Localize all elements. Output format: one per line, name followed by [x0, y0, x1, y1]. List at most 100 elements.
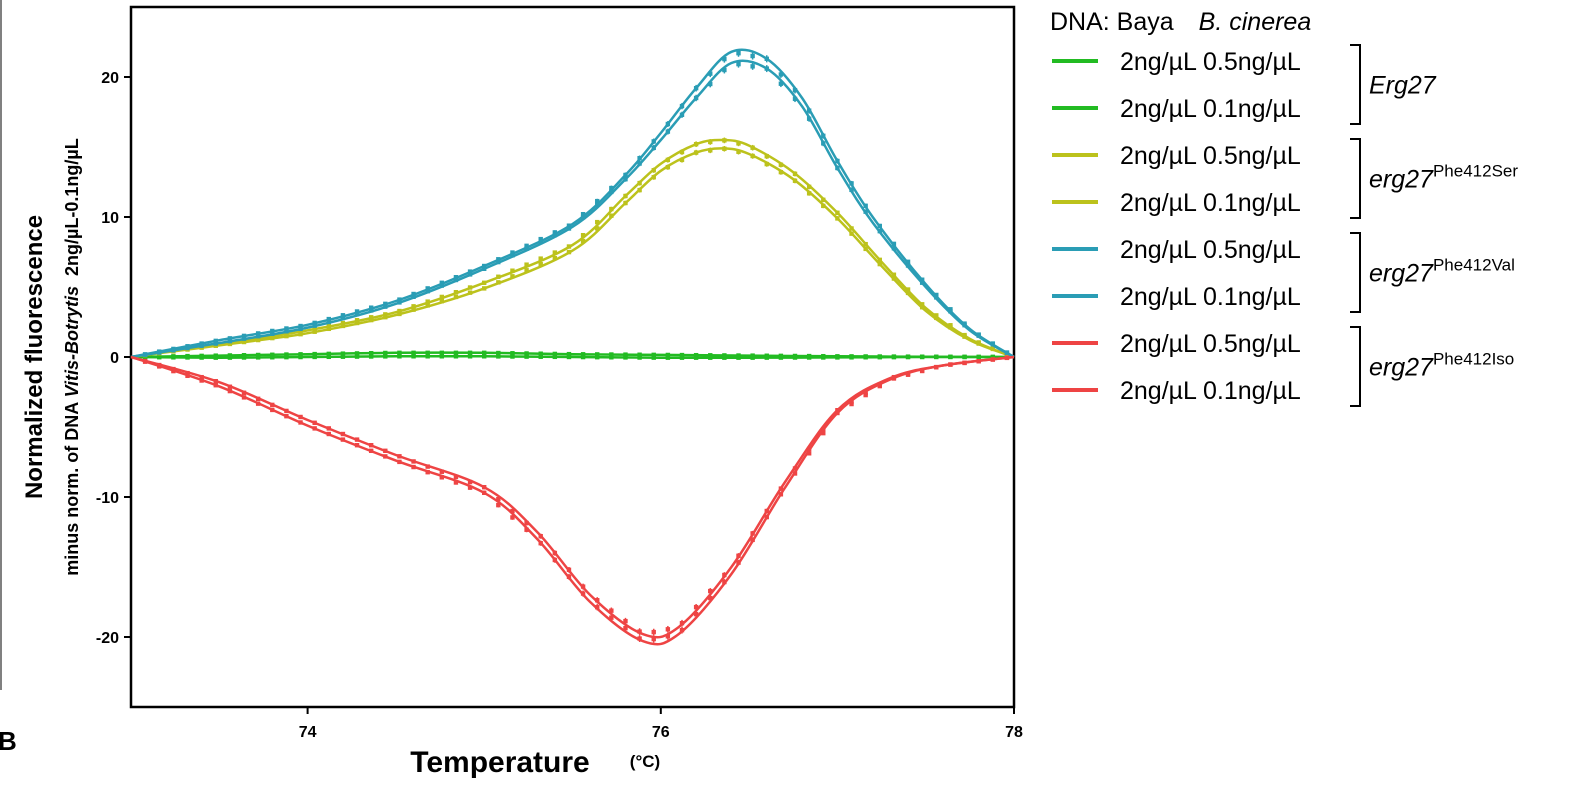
data-point [552, 255, 558, 261]
data-point [227, 384, 233, 389]
data-point [552, 557, 558, 563]
series-phe412val-a [130, 48, 1015, 359]
data-point [425, 469, 430, 475]
data-point [849, 231, 854, 236]
data-point [609, 189, 614, 195]
data-point [835, 355, 840, 360]
data-point [948, 354, 953, 360]
data-point [411, 294, 416, 299]
series-line [130, 59, 1015, 359]
x-axis-ticks: 74 76 78 [299, 707, 1023, 741]
data-point [651, 168, 656, 173]
data-point [863, 246, 868, 252]
series-line [130, 138, 1015, 359]
data-point [326, 323, 331, 329]
data-point [891, 272, 897, 277]
data-point [595, 202, 600, 207]
data-point [255, 331, 261, 336]
data-point [425, 350, 430, 355]
legend: DNA: Baya B. cinerea 2ng/µL 0.5ng/µL2ng/µ… [1050, 8, 1518, 407]
data-point [708, 353, 713, 358]
data-point [171, 368, 176, 374]
data-point [637, 352, 642, 357]
data-point [778, 81, 784, 86]
data-point [284, 331, 289, 336]
data-point [227, 336, 233, 341]
data-point [722, 67, 727, 73]
data-point [552, 233, 558, 238]
data-point [623, 352, 628, 357]
data-point [482, 263, 487, 269]
data-point [425, 464, 430, 469]
legend-entry-label: 2ng/µL 0.1ng/µL [1120, 95, 1301, 123]
data-point [241, 395, 247, 400]
data-point [411, 307, 416, 312]
series-phe412iso-b [130, 355, 1015, 646]
data-point [821, 141, 826, 146]
data-point [354, 443, 360, 448]
data-point [397, 308, 402, 314]
data-point [383, 448, 388, 453]
series-line [130, 48, 1015, 359]
data-point [609, 206, 614, 212]
y-axis-sub-prefix: minus norm. of DNA [62, 397, 82, 575]
y-axis-label-sub: minus norm. of DNA Vitis-Botrytis 2ng/µL… [62, 138, 82, 575]
data-point [764, 161, 769, 167]
data-point [383, 350, 388, 356]
data-point [665, 157, 671, 163]
data-point [693, 142, 699, 147]
data-point [383, 304, 388, 309]
legend-group-bracket [1350, 232, 1361, 313]
data-point [693, 95, 699, 101]
legend-group-bracket [1350, 138, 1361, 219]
data-point [467, 485, 473, 490]
data-point [354, 320, 360, 326]
data-point [425, 303, 430, 308]
data-point [934, 295, 939, 300]
data-point [609, 608, 614, 613]
data-point [368, 443, 374, 448]
data-point [453, 480, 459, 485]
data-point [467, 285, 473, 290]
data-point [439, 469, 445, 474]
data-point [524, 262, 529, 267]
data-point [849, 181, 854, 186]
data-point [538, 354, 543, 359]
data-point [708, 595, 713, 601]
data-point [538, 534, 543, 539]
data-point [255, 334, 261, 339]
data-point [510, 351, 515, 356]
data-point [962, 354, 967, 360]
data-point [891, 246, 897, 251]
data-point [383, 454, 388, 459]
data-point [849, 401, 854, 407]
data-point [383, 314, 388, 320]
data-point [157, 364, 162, 369]
data-point [340, 323, 346, 329]
data-point [171, 355, 176, 360]
data-point [693, 611, 699, 617]
data-point [736, 355, 741, 360]
data-point [524, 246, 529, 251]
data-point [835, 408, 840, 413]
data-point [835, 216, 840, 221]
data-point [270, 331, 275, 336]
data-point [863, 355, 868, 360]
y-tick-label: 10 [101, 210, 119, 227]
data-point [354, 312, 360, 317]
data-point [368, 317, 374, 323]
data-point [693, 86, 699, 91]
data-point [496, 502, 501, 508]
data-point [496, 274, 501, 279]
data-point [792, 87, 798, 93]
data-point [651, 355, 656, 360]
data-point [750, 64, 755, 69]
data-point [510, 253, 515, 258]
data-point [891, 376, 897, 381]
data-point [637, 355, 642, 360]
data-point [863, 392, 868, 398]
data-point [298, 329, 303, 334]
data-point [340, 431, 346, 437]
data-point [821, 355, 826, 360]
x-tick-label: 76 [652, 724, 670, 741]
